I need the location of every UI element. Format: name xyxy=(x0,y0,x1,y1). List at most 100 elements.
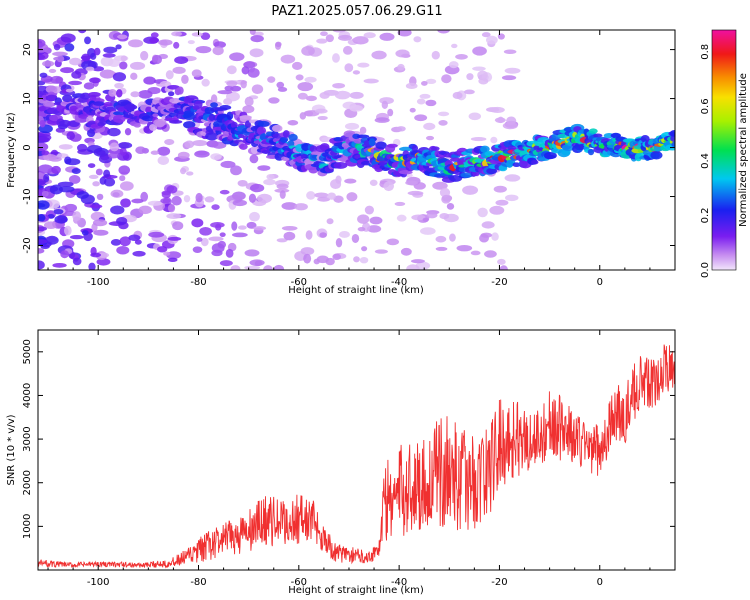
spectrogram-cell xyxy=(266,174,275,180)
spectrogram-cell xyxy=(83,82,95,90)
spectrogram-cell xyxy=(120,55,128,62)
spectrogram-cell xyxy=(292,61,303,70)
spectrogram-cell xyxy=(543,151,557,160)
spectrogram-cell xyxy=(53,43,61,51)
spectrogram-cell xyxy=(184,140,195,149)
spectrogram-cell xyxy=(213,41,226,49)
spectrogram-cell xyxy=(108,152,120,159)
spectrogram-cell xyxy=(38,213,46,222)
spectrogram-cell xyxy=(174,56,189,64)
spectrogram-cell xyxy=(397,30,412,37)
spectrogram-cell xyxy=(305,95,317,102)
spectrogram-cell xyxy=(54,215,68,224)
spectrogram-cell xyxy=(456,244,473,252)
spectrogram-cell xyxy=(257,165,271,171)
spectrogram-cell xyxy=(371,50,387,60)
spectrogram-cell xyxy=(437,30,450,34)
spectrogram-cell xyxy=(231,221,238,231)
spectrogram-cell xyxy=(300,247,315,256)
spectrogram-cell xyxy=(320,31,328,37)
spectrogram-cell xyxy=(247,67,260,78)
spectrogram-cell xyxy=(71,168,81,175)
spectrogram-cell xyxy=(249,211,260,222)
spectrogram-cell xyxy=(363,32,376,39)
spectrogram-cell xyxy=(138,90,153,99)
spectrogram-cell xyxy=(305,230,313,240)
spectrogram-cell xyxy=(45,94,58,102)
spectrogram-cell xyxy=(240,80,247,89)
spectrogram-cell xyxy=(288,133,298,142)
spectrogram-cell xyxy=(212,46,224,56)
spectrogram-cell xyxy=(244,96,254,107)
spectrogram-cell xyxy=(192,246,203,254)
snr-y-tick-label: 2000 xyxy=(22,470,33,495)
spectrogram-cell xyxy=(317,196,331,202)
spectrogram-cell xyxy=(468,112,482,121)
spectrogram-cell xyxy=(59,119,71,127)
spectrogram-cell xyxy=(147,200,163,206)
spectrogram-cell xyxy=(333,161,348,169)
spectrogram-x-tick-label: -20 xyxy=(491,277,507,288)
spectrogram-cell xyxy=(351,233,360,243)
spectrogram-cell xyxy=(257,120,270,127)
spectrogram-cell xyxy=(226,65,237,75)
spectrogram-cell xyxy=(351,37,365,43)
spectrogram-cell xyxy=(176,86,184,95)
spectrogram-cell xyxy=(183,194,191,203)
snr-y-tick-label: 3000 xyxy=(22,426,33,451)
spectrogram-cell xyxy=(172,221,184,231)
spectrogram-cell xyxy=(163,251,171,256)
spectrogram-cell xyxy=(107,127,121,137)
spectrogram-cell xyxy=(39,72,48,78)
spectrogram-cell xyxy=(133,123,141,128)
spectrogram-cell xyxy=(359,126,367,135)
spectrogram-cell xyxy=(435,235,447,243)
spectrogram-cell xyxy=(275,41,282,48)
spectrogram-cell xyxy=(244,120,251,129)
spectrogram-cell xyxy=(156,246,168,253)
spectrogram-cell xyxy=(152,54,163,65)
spectrogram-cell xyxy=(352,133,361,140)
spectrogram-cell xyxy=(41,150,49,156)
spectrogram-cell xyxy=(319,91,330,99)
spectrogram-cell xyxy=(187,40,195,45)
spectrogram-cell xyxy=(90,52,97,60)
spectrogram-cell xyxy=(387,108,394,117)
spectrogram-cell xyxy=(472,46,487,56)
spectrogram-cell xyxy=(439,187,451,198)
spectrogram-cell xyxy=(92,101,105,106)
spectrogram-cell xyxy=(490,136,498,144)
spectrogram-cell xyxy=(374,117,390,123)
spectrogram-cell xyxy=(211,204,220,210)
spectrogram-cell xyxy=(108,58,121,68)
spectrogram-cell xyxy=(505,194,519,202)
spectrogram-cell xyxy=(244,249,260,257)
figure-title: PAZ1.2025.057.06.29.G11 xyxy=(271,4,442,19)
colorbar-tick-label: 0.6 xyxy=(700,98,711,114)
spectrogram-cell xyxy=(132,250,146,257)
spectrogram-cell xyxy=(127,39,144,48)
spectrogram-cell xyxy=(48,68,57,74)
spectrogram-cell xyxy=(131,198,144,204)
spectrogram-cell xyxy=(150,32,159,38)
spectrogram-cell xyxy=(499,265,508,270)
spectrogram-cell xyxy=(85,66,95,72)
spectrogram-cell xyxy=(405,173,413,178)
spectrogram-cell xyxy=(333,195,344,203)
spectrogram-cell xyxy=(57,181,74,187)
spectrogram-cell xyxy=(78,30,87,34)
spectrogram-cell xyxy=(334,90,351,100)
spectrogram-cell xyxy=(237,179,248,187)
spectrogram-cell xyxy=(477,207,488,218)
spectrogram-cell xyxy=(38,180,46,186)
spectrogram-cell xyxy=(263,265,274,270)
spectrogram-cell xyxy=(71,71,82,79)
spectrogram-cell xyxy=(276,238,288,243)
spectrogram-cell xyxy=(94,47,101,56)
colorbar-ticks: 0.0 0.2 0.4 0.6 0.8 xyxy=(700,44,711,278)
spectrogram-cell xyxy=(135,146,146,154)
spectrogram-cell xyxy=(199,226,212,236)
spectrogram-cell xyxy=(239,143,248,150)
spectrogram-cell xyxy=(250,145,259,155)
spectrogram-cell xyxy=(397,63,405,71)
